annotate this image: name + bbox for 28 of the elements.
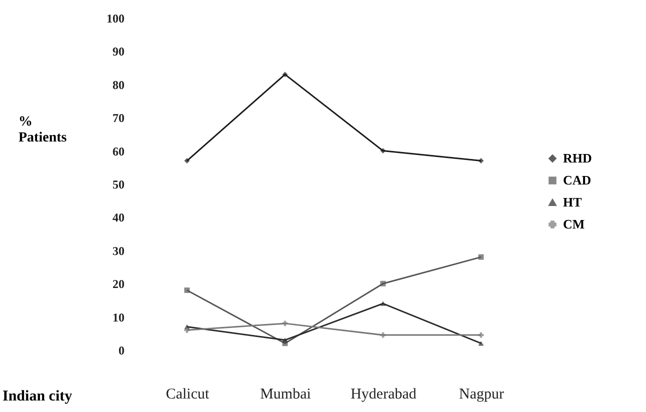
y-tick-label: 50 (112, 178, 124, 192)
legend-label: RHD (563, 150, 592, 166)
y-tick-label: 40 (112, 210, 124, 225)
point (380, 148, 386, 154)
y-tick-label: 90 (112, 44, 124, 59)
point (282, 338, 288, 342)
point (478, 254, 484, 260)
y-tick-label: 10 (112, 310, 124, 324)
legend-label: HT (563, 194, 582, 210)
x-tick-label: Hyderabad (350, 386, 417, 402)
y-tick-label: 60 (112, 144, 124, 158)
x-tick-label: Nagpur (459, 386, 504, 402)
x-axis-title: Indian city (2, 388, 73, 404)
y-tick-label: 100 (106, 12, 124, 26)
y-tick-label: 80 (112, 78, 124, 92)
y-tick-label: 20 (112, 277, 124, 292)
legend-label: CAD (563, 172, 592, 188)
x-tick-label: Calicut (166, 386, 210, 402)
point (380, 280, 386, 286)
y-tick-label: 30 (112, 244, 124, 258)
y-tick-label: 70 (112, 111, 124, 126)
y-axis-title: % Patients (18, 114, 68, 146)
point (282, 72, 288, 78)
x-tick-label: Mumbai (260, 386, 311, 402)
point (380, 301, 386, 306)
y-tick-label: 0 (118, 344, 124, 358)
point (184, 288, 190, 293)
legend-label: CM (563, 216, 585, 232)
